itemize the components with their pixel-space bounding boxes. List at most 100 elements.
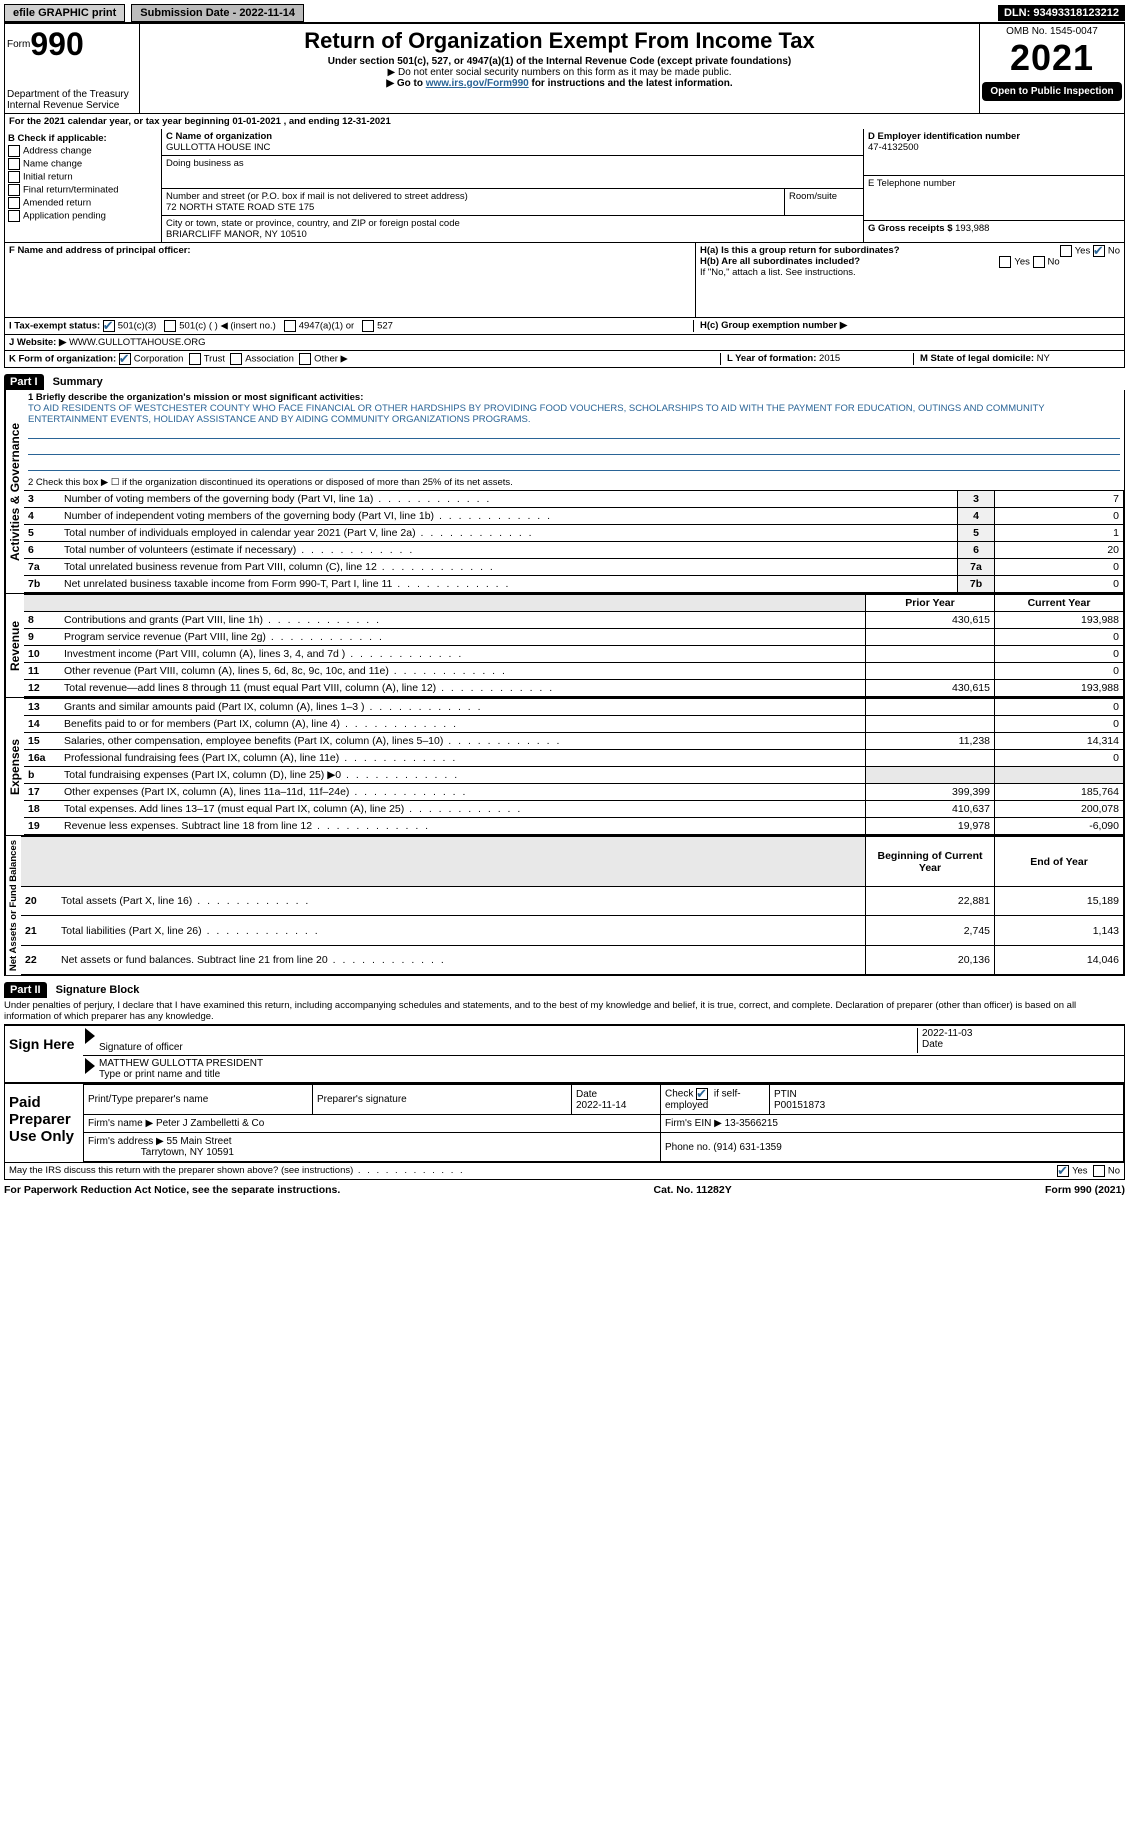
room-label: Room/suite xyxy=(785,189,863,215)
table-expenses: 13 Grants and similar amounts paid (Part… xyxy=(24,698,1124,835)
arrow-icon xyxy=(85,1028,95,1044)
cat-no: Cat. No. 11282Y xyxy=(654,1184,732,1196)
discuss-label: May the IRS discuss this return with the… xyxy=(9,1165,465,1177)
sig-date-value: 2022-11-03 xyxy=(922,1028,1122,1039)
street-value: 72 NORTH STATE ROAD STE 175 xyxy=(166,202,780,213)
officer-name: MATTHEW GULLOTTA PRESIDENT xyxy=(99,1058,1122,1069)
hb-note: If "No," attach a list. See instructions… xyxy=(700,267,1120,278)
prep-date: 2022-11-14 xyxy=(576,1100,626,1111)
section-deg: D Employer identification number 47-4132… xyxy=(863,129,1124,242)
street-label: Number and street (or P.O. box if mail i… xyxy=(166,191,780,202)
firm-ein: 13-3566215 xyxy=(725,1118,778,1129)
cb-initial-return[interactable] xyxy=(8,171,20,183)
top-bar: efile GRAPHIC print Submission Date - 20… xyxy=(4,4,1125,22)
net-assets-block: Net Assets or Fund Balances Beginning of… xyxy=(4,836,1125,976)
cb-501c3[interactable] xyxy=(103,320,115,332)
pra-notice: For Paperwork Reduction Act Notice, see … xyxy=(4,1184,340,1196)
i-label: I Tax-exempt status: xyxy=(9,321,100,332)
cb-assoc[interactable] xyxy=(230,353,242,365)
city-value: BRIARCLIFF MANOR, NY 10510 xyxy=(166,229,859,240)
cb-501c[interactable] xyxy=(164,320,176,332)
revenue-block: Revenue Prior Year Current Year8 Contrib… xyxy=(4,594,1125,698)
cb-self-employed[interactable] xyxy=(696,1088,708,1100)
cb-hb-no[interactable] xyxy=(1033,256,1045,268)
website-row: J Website: ▶ WWW.GULLOTTAHOUSE.ORG xyxy=(4,335,1125,351)
name-label: C Name of organization xyxy=(166,131,859,142)
fh-block: F Name and address of principal officer:… xyxy=(4,243,1125,318)
firm-name: Peter J Zambelletti & Co xyxy=(156,1118,264,1129)
k-label: K Form of organization: xyxy=(9,354,116,365)
hb-label: H(b) Are all subordinates included? xyxy=(700,256,860,267)
name-title-label: Type or print name and title xyxy=(99,1069,1122,1080)
city-label: City or town, state or province, country… xyxy=(166,218,859,229)
l-label: L Year of formation: xyxy=(727,353,816,364)
section-b: B Check if applicable: Address change Na… xyxy=(5,129,162,242)
paid-preparer-block: Paid Preparer Use Only Print/Type prepar… xyxy=(4,1083,1125,1163)
cb-527[interactable] xyxy=(362,320,374,332)
efile-badge: efile GRAPHIC print xyxy=(4,4,125,22)
sidebar-revenue: Revenue xyxy=(5,594,24,697)
form-990-number: 990 xyxy=(30,26,83,62)
open-inspection: Open to Public Inspection xyxy=(982,82,1122,101)
cb-ha-yes[interactable] xyxy=(1060,245,1072,257)
ptin-value: P00151873 xyxy=(774,1100,825,1111)
cb-final-return[interactable] xyxy=(8,184,20,196)
sig-date-label: Date xyxy=(922,1039,1122,1050)
form-header: Form990 Department of the Treasury Inter… xyxy=(4,22,1125,114)
cb-app-pending[interactable] xyxy=(8,210,20,222)
cb-ha-no[interactable] xyxy=(1093,245,1105,257)
klm-row: K Form of organization: Corporation Trus… xyxy=(4,351,1125,368)
cb-discuss-yes[interactable] xyxy=(1057,1165,1069,1177)
f-label: F Name and address of principal officer: xyxy=(9,245,191,256)
sig-officer-label: Signature of officer xyxy=(99,1042,917,1053)
cb-other[interactable] xyxy=(299,353,311,365)
m-value: NY xyxy=(1037,353,1050,364)
cb-trust[interactable] xyxy=(189,353,201,365)
sidebar-activities: Activities & Governance xyxy=(5,390,24,593)
cb-4947[interactable] xyxy=(284,320,296,332)
l-value: 2015 xyxy=(819,353,840,364)
part-ii: Part II Signature Block xyxy=(4,976,1125,998)
prep-name-label: Print/Type preparer's name xyxy=(88,1094,208,1105)
form-subtitle: Under section 501(c), 527, or 4947(a)(1)… xyxy=(144,56,975,67)
cb-discuss-no[interactable] xyxy=(1093,1165,1105,1177)
ssn-note: ▶ Do not enter social security numbers o… xyxy=(144,67,975,78)
tax-exempt-row: I Tax-exempt status: 501(c)(3) 501(c) ( … xyxy=(4,318,1125,335)
j-label: J Website: ▶ xyxy=(9,337,66,348)
arrow-icon xyxy=(85,1058,95,1074)
firm-phone: (914) 631-1359 xyxy=(713,1142,781,1153)
perjury-declaration: Under penalties of perjury, I declare th… xyxy=(4,998,1125,1024)
cb-amended[interactable] xyxy=(8,197,20,209)
form-title: Return of Organization Exempt From Incom… xyxy=(144,28,975,54)
prep-sig-label: Preparer's signature xyxy=(317,1094,407,1105)
part-i-body: Activities & Governance 1 Briefly descri… xyxy=(4,390,1125,594)
firm-addr1: 55 Main Street xyxy=(167,1136,232,1147)
line2-text: 2 Check this box ▶ ☐ if the organization… xyxy=(24,475,1124,490)
cb-hb-yes[interactable] xyxy=(999,256,1011,268)
cb-address-change[interactable] xyxy=(8,145,20,157)
phone-label: E Telephone number xyxy=(868,178,1120,189)
ha-label: H(a) Is this a group return for subordin… xyxy=(700,245,900,256)
sidebar-expenses: Expenses xyxy=(5,698,24,835)
dba-label: Doing business as xyxy=(166,158,859,169)
irs-label: Internal Revenue Service xyxy=(7,100,137,111)
form-label-footer: Form 990 (2021) xyxy=(1045,1184,1125,1196)
period-line: For the 2021 calendar year, or tax year … xyxy=(9,116,391,127)
firm-addr2: Tarrytown, NY 10591 xyxy=(141,1147,234,1158)
link-note: ▶ Go to www.irs.gov/Form990 for instruct… xyxy=(144,78,975,89)
org-name: GULLOTTA HOUSE INC xyxy=(166,142,859,153)
table-net: Beginning of Current Year End of Year20 … xyxy=(21,836,1124,975)
ein-value: 47-4132500 xyxy=(868,142,1120,153)
gross-label: G Gross receipts $ xyxy=(868,223,952,234)
expenses-block: Expenses 13 Grants and similar amounts p… xyxy=(4,698,1125,836)
submission-date-badge: Submission Date - 2022-11-14 xyxy=(131,4,304,22)
part-i: Part I Summary xyxy=(4,368,1125,390)
sidebar-net: Net Assets or Fund Balances xyxy=(5,836,21,975)
form990-link[interactable]: www.irs.gov/Form990 xyxy=(426,78,529,89)
hc-label: H(c) Group exemption number ▶ xyxy=(700,320,847,331)
section-c: C Name of organization GULLOTTA HOUSE IN… xyxy=(162,129,863,242)
sign-here-block: Sign Here Signature of officer 2022-11-0… xyxy=(4,1024,1125,1083)
cb-name-change[interactable] xyxy=(8,158,20,170)
sign-here-label: Sign Here xyxy=(5,1026,83,1082)
cb-corp[interactable] xyxy=(119,353,131,365)
